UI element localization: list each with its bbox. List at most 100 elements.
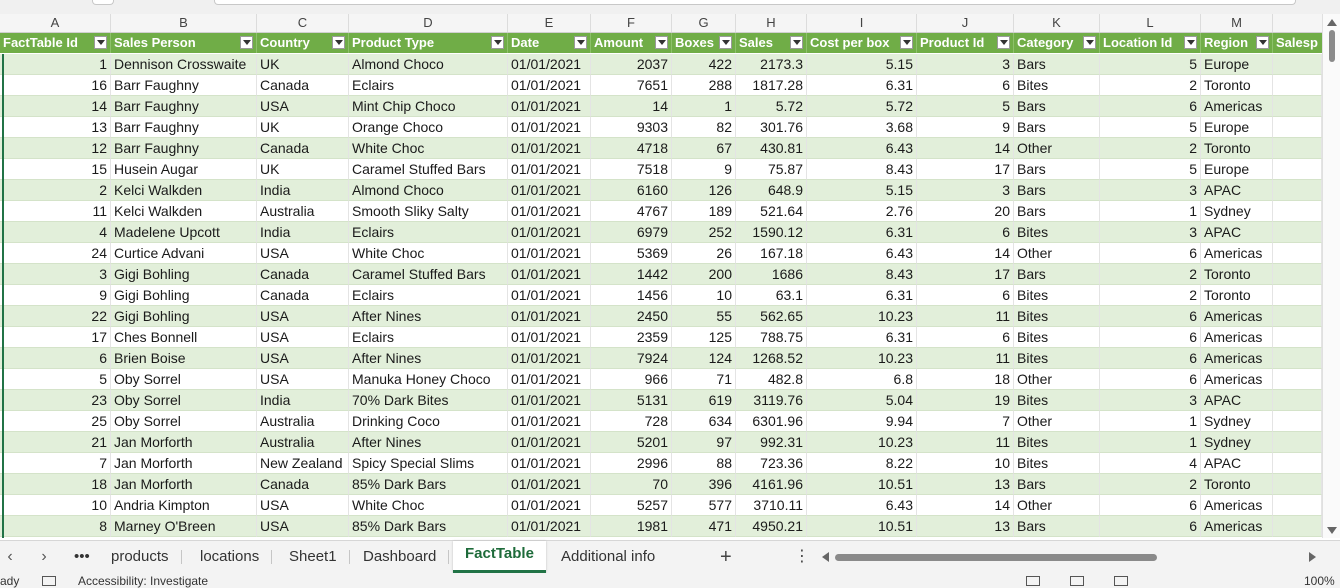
- cell-amount[interactable]: 1456: [591, 285, 672, 306]
- cell-facttable-id[interactable]: 12: [0, 138, 111, 159]
- cell-cost-per-box[interactable]: 6.31: [807, 75, 917, 96]
- cell-salesperson-partial[interactable]: [1273, 306, 1322, 327]
- cell-amount[interactable]: 966: [591, 369, 672, 390]
- cell-boxes[interactable]: 10: [672, 285, 736, 306]
- cell-product-type[interactable]: Drinking Coco: [349, 411, 508, 432]
- cell-sales-person[interactable]: Ches Bonnell: [111, 327, 257, 348]
- tab-sheet1[interactable]: Sheet1: [277, 545, 350, 569]
- cell-region[interactable]: APAC: [1201, 180, 1273, 201]
- tab-options-icon[interactable]: ⋮: [794, 548, 810, 565]
- cell-salesperson-partial[interactable]: [1273, 453, 1322, 474]
- cell-country[interactable]: New Zealand: [257, 453, 349, 474]
- cell-salesperson-partial[interactable]: [1273, 138, 1322, 159]
- cell-boxes[interactable]: 71: [672, 369, 736, 390]
- cell-cost-per-box[interactable]: 6.31: [807, 327, 917, 348]
- cell-amount[interactable]: 1442: [591, 264, 672, 285]
- cell-category[interactable]: Bites: [1014, 222, 1100, 243]
- cell-date[interactable]: 01/01/2021: [508, 201, 591, 222]
- cell-country[interactable]: UK: [257, 54, 349, 75]
- cell-boxes[interactable]: 124: [672, 348, 736, 369]
- cell-country[interactable]: Canada: [257, 264, 349, 285]
- cell-category[interactable]: Bars: [1014, 201, 1100, 222]
- cell-country[interactable]: USA: [257, 243, 349, 264]
- cell-location-id[interactable]: 2: [1100, 474, 1201, 495]
- cell-facttable-id[interactable]: 23: [0, 390, 111, 411]
- normal-view-icon[interactable]: [1026, 576, 1040, 586]
- cell-product-id[interactable]: 9: [917, 117, 1014, 138]
- cell-location-id[interactable]: 6: [1100, 306, 1201, 327]
- cell-date[interactable]: 01/01/2021: [508, 369, 591, 390]
- cell-product-id[interactable]: 14: [917, 243, 1014, 264]
- cell-facttable-id[interactable]: 16: [0, 75, 111, 96]
- cell-product-type[interactable]: After Nines: [349, 432, 508, 453]
- filter-dropdown-icon[interactable]: [655, 36, 668, 49]
- cell-salesperson-partial[interactable]: [1273, 117, 1322, 138]
- cell-facttable-id[interactable]: 1: [0, 54, 111, 75]
- cell-sales[interactable]: 75.87: [736, 159, 807, 180]
- cell-product-type[interactable]: Caramel Stuffed Bars: [349, 264, 508, 285]
- cell-facttable-id[interactable]: 11: [0, 201, 111, 222]
- scroll-left-icon[interactable]: [822, 552, 829, 562]
- cell-date[interactable]: 01/01/2021: [508, 159, 591, 180]
- cell-boxes[interactable]: 252: [672, 222, 736, 243]
- cell-boxes[interactable]: 126: [672, 180, 736, 201]
- column-header-a[interactable]: A: [0, 14, 111, 32]
- cell-salesperson-partial[interactable]: [1273, 75, 1322, 96]
- filter-dropdown-icon[interactable]: [1256, 36, 1269, 49]
- cell-location-id[interactable]: 4: [1100, 453, 1201, 474]
- cell-sales-person[interactable]: Kelci Walkden: [111, 180, 257, 201]
- cell-sales-person[interactable]: Madelene Upcott: [111, 222, 257, 243]
- cell-boxes[interactable]: 422: [672, 54, 736, 75]
- cell-country[interactable]: USA: [257, 369, 349, 390]
- cell-sales-person[interactable]: Barr Faughny: [111, 96, 257, 117]
- cell-category[interactable]: Other: [1014, 138, 1100, 159]
- page-break-view-icon[interactable]: [1114, 576, 1128, 586]
- cell-category[interactable]: Bites: [1014, 390, 1100, 411]
- cell-country[interactable]: Canada: [257, 75, 349, 96]
- cell-cost-per-box[interactable]: 6.31: [807, 285, 917, 306]
- cell-amount[interactable]: 6160: [591, 180, 672, 201]
- cell-boxes[interactable]: 97: [672, 432, 736, 453]
- cell-amount[interactable]: 6979: [591, 222, 672, 243]
- cell-facttable-id[interactable]: 14: [0, 96, 111, 117]
- cell-sales[interactable]: 1686: [736, 264, 807, 285]
- cell-region[interactable]: Toronto: [1201, 264, 1273, 285]
- cell-product-id[interactable]: 6: [917, 75, 1014, 96]
- cell-product-type[interactable]: Almond Choco: [349, 180, 508, 201]
- cell-facttable-id[interactable]: 21: [0, 432, 111, 453]
- vertical-scrollbar[interactable]: [1322, 14, 1340, 538]
- cell-sales[interactable]: 3119.76: [736, 390, 807, 411]
- cell-date[interactable]: 01/01/2021: [508, 243, 591, 264]
- cell-location-id[interactable]: 3: [1100, 222, 1201, 243]
- cell-amount[interactable]: 4718: [591, 138, 672, 159]
- cell-amount[interactable]: 70: [591, 474, 672, 495]
- header-salesperson-partial[interactable]: Salesp: [1273, 33, 1322, 53]
- cell-sales[interactable]: 4950.21: [736, 516, 807, 537]
- cell-amount[interactable]: 2037: [591, 54, 672, 75]
- cell-category[interactable]: Bites: [1014, 432, 1100, 453]
- cell-region[interactable]: Sydney: [1201, 201, 1273, 222]
- cell-sales[interactable]: 521.64: [736, 201, 807, 222]
- tab-locations[interactable]: locations: [188, 545, 273, 569]
- cell-sales-person[interactable]: Gigi Bohling: [111, 264, 257, 285]
- cell-product-id[interactable]: 5: [917, 96, 1014, 117]
- cell-location-id[interactable]: 5: [1100, 159, 1201, 180]
- filter-dropdown-icon[interactable]: [332, 36, 345, 49]
- cell-region[interactable]: Europe: [1201, 54, 1273, 75]
- cell-sales[interactable]: 723.36: [736, 453, 807, 474]
- cell-location-id[interactable]: 6: [1100, 516, 1201, 537]
- cell-date[interactable]: 01/01/2021: [508, 180, 591, 201]
- column-header-n[interactable]: [1273, 14, 1322, 32]
- cell-amount[interactable]: 2359: [591, 327, 672, 348]
- header-country[interactable]: Country: [257, 33, 349, 53]
- cell-region[interactable]: Europe: [1201, 117, 1273, 138]
- horizontal-scroll-thumb[interactable]: [835, 554, 1157, 561]
- cell-date[interactable]: 01/01/2021: [508, 516, 591, 537]
- cell-amount[interactable]: 4767: [591, 201, 672, 222]
- cell-salesperson-partial[interactable]: [1273, 327, 1322, 348]
- cell-sales-person[interactable]: Barr Faughny: [111, 117, 257, 138]
- cell-cost-per-box[interactable]: 10.23: [807, 348, 917, 369]
- cell-location-id[interactable]: 2: [1100, 264, 1201, 285]
- cell-boxes[interactable]: 88: [672, 453, 736, 474]
- cell-sales[interactable]: 648.9: [736, 180, 807, 201]
